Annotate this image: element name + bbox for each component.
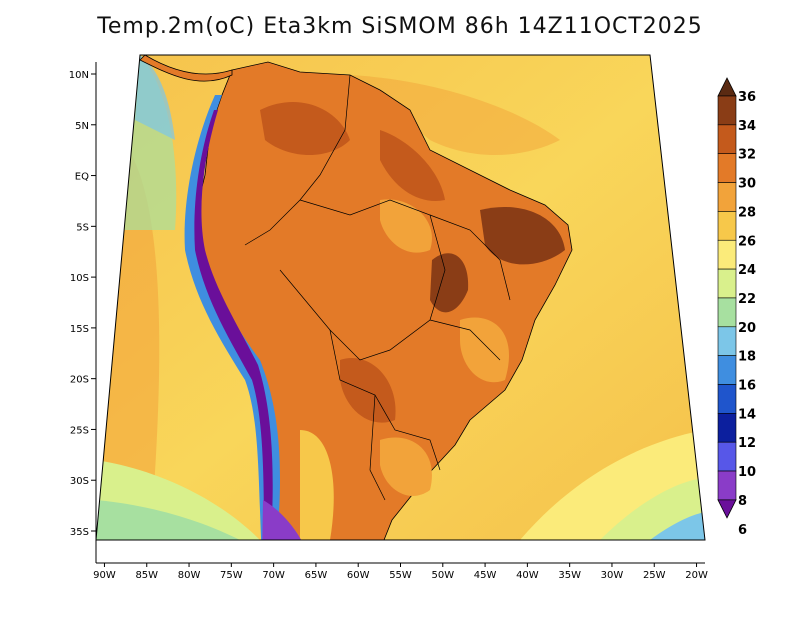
lon-tick-label: 40W — [516, 570, 539, 581]
lon-tick-label: 25W — [643, 570, 666, 581]
colorbar-swatch — [717, 124, 737, 154]
mild-region-para — [380, 199, 432, 253]
colorbar-label: 32 — [738, 148, 756, 163]
lon-tick-label: 55W — [389, 570, 412, 581]
lon-tick-label: 75W — [220, 570, 243, 581]
central-america-land — [139, 55, 233, 82]
colorbar-swatch — [717, 182, 737, 212]
colorbar-bottom-arrow — [717, 499, 737, 519]
colorbar-label: 10 — [738, 465, 756, 480]
border-argentina-brazil — [369, 394, 386, 501]
lat-tick-label: 10S — [70, 273, 89, 284]
colorbar-swatch — [717, 413, 737, 443]
colorbar-label: 22 — [738, 292, 756, 307]
colorbar-label: 30 — [738, 177, 756, 192]
hot-region-northeast — [480, 206, 565, 265]
border-paraguay — [329, 329, 441, 471]
lon-tick-label: 60W — [347, 570, 370, 581]
lat-tick-label: 5N — [75, 121, 89, 132]
lon-tick-label: 90W — [93, 570, 116, 581]
colorbar-swatch — [717, 211, 737, 241]
lon-tick-label: 45W — [474, 570, 497, 581]
hot-region-venezuela — [260, 101, 350, 155]
colorbar-label: 12 — [738, 436, 756, 451]
lat-tick-label: 5S — [76, 222, 89, 233]
colorbar-swatch — [717, 239, 737, 270]
colorbar-swatch — [717, 326, 737, 356]
lon-tick-label: 80W — [178, 570, 201, 581]
colorbar-swatch — [717, 355, 737, 385]
colorbar-swatch — [717, 441, 737, 472]
mild-region-minas — [460, 317, 509, 383]
colorbar-label: 20 — [738, 321, 756, 336]
map-field — [96, 55, 705, 540]
colorbar-swatch — [717, 153, 737, 183]
patagonia-cold — [262, 500, 310, 540]
lon-tick-label: 85W — [135, 570, 158, 581]
pacific-north-coolest — [135, 55, 175, 140]
lat-tick-label: EQ — [75, 172, 89, 183]
lat-tick-label: 15S — [70, 324, 89, 335]
atlantic-warm-tongue — [350, 75, 560, 155]
hot-region-guianas — [380, 130, 445, 201]
colorbar-label: 6 — [738, 523, 747, 538]
colorbar-label: 14 — [738, 407, 756, 422]
hot-region-tocantins — [430, 253, 469, 313]
colorbar-top-arrow — [717, 77, 737, 97]
colorbar-label: 26 — [738, 234, 756, 249]
lon-tick-label: 30W — [601, 570, 624, 581]
lat-tick-label: 30S — [70, 476, 89, 487]
map-frame — [95, 54, 706, 541]
andes-cold-core — [194, 110, 273, 540]
mild-region-argentina — [300, 430, 334, 540]
mild-region-south — [380, 437, 432, 496]
border-states-central — [429, 319, 501, 361]
colorbar-label: 16 — [738, 379, 756, 394]
border-venezuela-colombia — [244, 74, 351, 246]
colorbar: 36 34 32 30 28 26 24 22 20 18 16 14 12 10 8 6 — [717, 77, 756, 538]
lat-tick-label: 20S — [70, 375, 89, 386]
colorbar-swatch — [717, 297, 737, 328]
lon-tick-label: 70W — [262, 570, 285, 581]
colorbar-swatch — [717, 470, 737, 501]
longitude-ticks: 90W 85W 80W 75W 70W 65W 60W 55W 50W 45W 40W 35W 30W 2… — [93, 563, 708, 581]
lon-tick-label: 50W — [431, 570, 454, 581]
colorbar-label: 28 — [738, 205, 756, 220]
lat-tick-label: 25S — [70, 425, 89, 436]
colorbar-label: 24 — [738, 263, 756, 278]
pacific-south-cooler — [96, 500, 240, 540]
lon-tick-label: 20W — [685, 570, 708, 581]
colorbar-label: 18 — [738, 350, 756, 365]
colorbar-label: 36 — [738, 90, 756, 105]
latitude-ticks: 10N 5N EQ 5S 10S 15S 20S 25S 30S 35S — [69, 70, 96, 538]
border-states-north — [429, 214, 511, 301]
colorbar-swatch — [717, 384, 737, 414]
colorbar-label: 34 — [738, 119, 756, 134]
lon-tick-label: 35W — [558, 570, 581, 581]
colorbar-swatch — [717, 268, 737, 299]
colorbar-swatch — [717, 95, 737, 126]
lat-tick-label: 35S — [70, 527, 89, 538]
lon-tick-label: 65W — [305, 570, 328, 581]
atlantic-south-cooler — [650, 512, 705, 540]
colorbar-label: 8 — [738, 494, 747, 509]
map-title: Temp.2m(oC) Eta3km SiSMOM 86h 14Z11OCT20… — [97, 14, 703, 39]
lat-tick-label: 10N — [69, 70, 89, 81]
